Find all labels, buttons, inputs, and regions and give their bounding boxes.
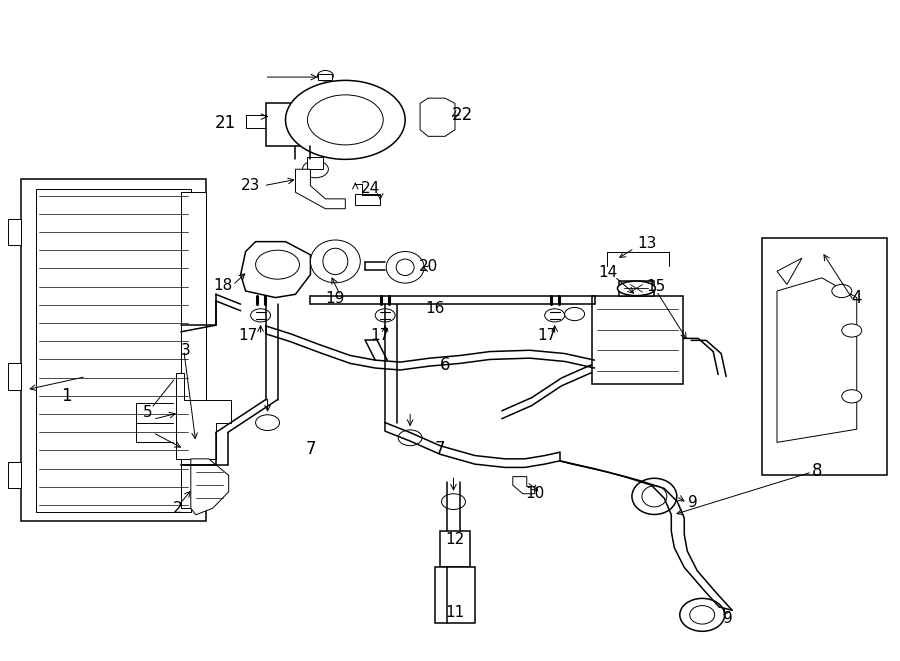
Polygon shape	[295, 169, 346, 209]
Bar	[8, 364, 22, 390]
Circle shape	[250, 309, 271, 322]
Circle shape	[842, 390, 861, 403]
Ellipse shape	[632, 479, 677, 514]
Polygon shape	[777, 258, 802, 284]
Text: 9: 9	[724, 611, 733, 626]
Circle shape	[375, 309, 395, 322]
Ellipse shape	[396, 259, 414, 276]
Circle shape	[842, 324, 861, 337]
Polygon shape	[777, 278, 857, 442]
Text: 23: 23	[241, 178, 260, 193]
Ellipse shape	[680, 598, 724, 631]
Circle shape	[544, 309, 564, 322]
Bar	[8, 219, 22, 245]
Text: 13: 13	[638, 236, 657, 251]
Circle shape	[442, 494, 465, 510]
Circle shape	[564, 307, 585, 321]
Ellipse shape	[310, 240, 360, 283]
Polygon shape	[240, 242, 310, 297]
Text: 17: 17	[537, 328, 556, 342]
Text: 20: 20	[418, 259, 437, 274]
Text: 11: 11	[446, 605, 464, 620]
Circle shape	[256, 251, 300, 279]
Bar	[308, 157, 323, 169]
Polygon shape	[513, 477, 535, 494]
Text: 17: 17	[238, 328, 257, 342]
Bar	[762, 239, 886, 475]
Text: 16: 16	[426, 301, 445, 316]
Bar	[181, 192, 206, 508]
Text: 9: 9	[688, 496, 698, 510]
Text: 24: 24	[361, 182, 380, 196]
Text: 17: 17	[371, 328, 390, 342]
Text: 5: 5	[143, 405, 153, 420]
Text: 12: 12	[446, 531, 464, 547]
Text: 3: 3	[181, 343, 191, 358]
Circle shape	[318, 71, 333, 81]
Circle shape	[308, 95, 383, 145]
Circle shape	[398, 430, 422, 446]
Bar	[356, 194, 380, 206]
Text: 19: 19	[326, 292, 345, 307]
Circle shape	[285, 81, 405, 159]
Ellipse shape	[642, 486, 667, 507]
Circle shape	[832, 284, 851, 297]
Bar	[319, 74, 332, 81]
Text: 10: 10	[525, 486, 544, 500]
Text: 1: 1	[61, 387, 71, 405]
Bar	[435, 567, 475, 623]
Text: 4: 4	[851, 289, 862, 307]
Ellipse shape	[689, 605, 715, 624]
Text: 8: 8	[812, 461, 822, 480]
Text: 21: 21	[215, 114, 237, 132]
Circle shape	[302, 161, 328, 178]
Text: 22: 22	[451, 106, 472, 124]
Bar	[36, 189, 191, 512]
Ellipse shape	[386, 252, 424, 283]
Text: 14: 14	[598, 265, 617, 280]
Text: 7: 7	[305, 440, 316, 458]
Bar	[22, 179, 206, 522]
Polygon shape	[176, 373, 230, 459]
Text: 7: 7	[435, 440, 446, 458]
Bar	[8, 462, 22, 488]
Ellipse shape	[323, 249, 347, 274]
Text: 6: 6	[440, 356, 450, 374]
Bar	[440, 531, 470, 567]
Text: 15: 15	[647, 279, 666, 294]
Bar	[591, 295, 683, 385]
Polygon shape	[420, 98, 455, 136]
Bar	[619, 281, 654, 295]
Polygon shape	[191, 459, 229, 515]
Bar	[266, 103, 305, 146]
Circle shape	[182, 433, 210, 451]
Text: 2: 2	[173, 501, 183, 516]
Text: 18: 18	[213, 278, 232, 293]
Circle shape	[256, 414, 280, 430]
Ellipse shape	[617, 281, 655, 295]
